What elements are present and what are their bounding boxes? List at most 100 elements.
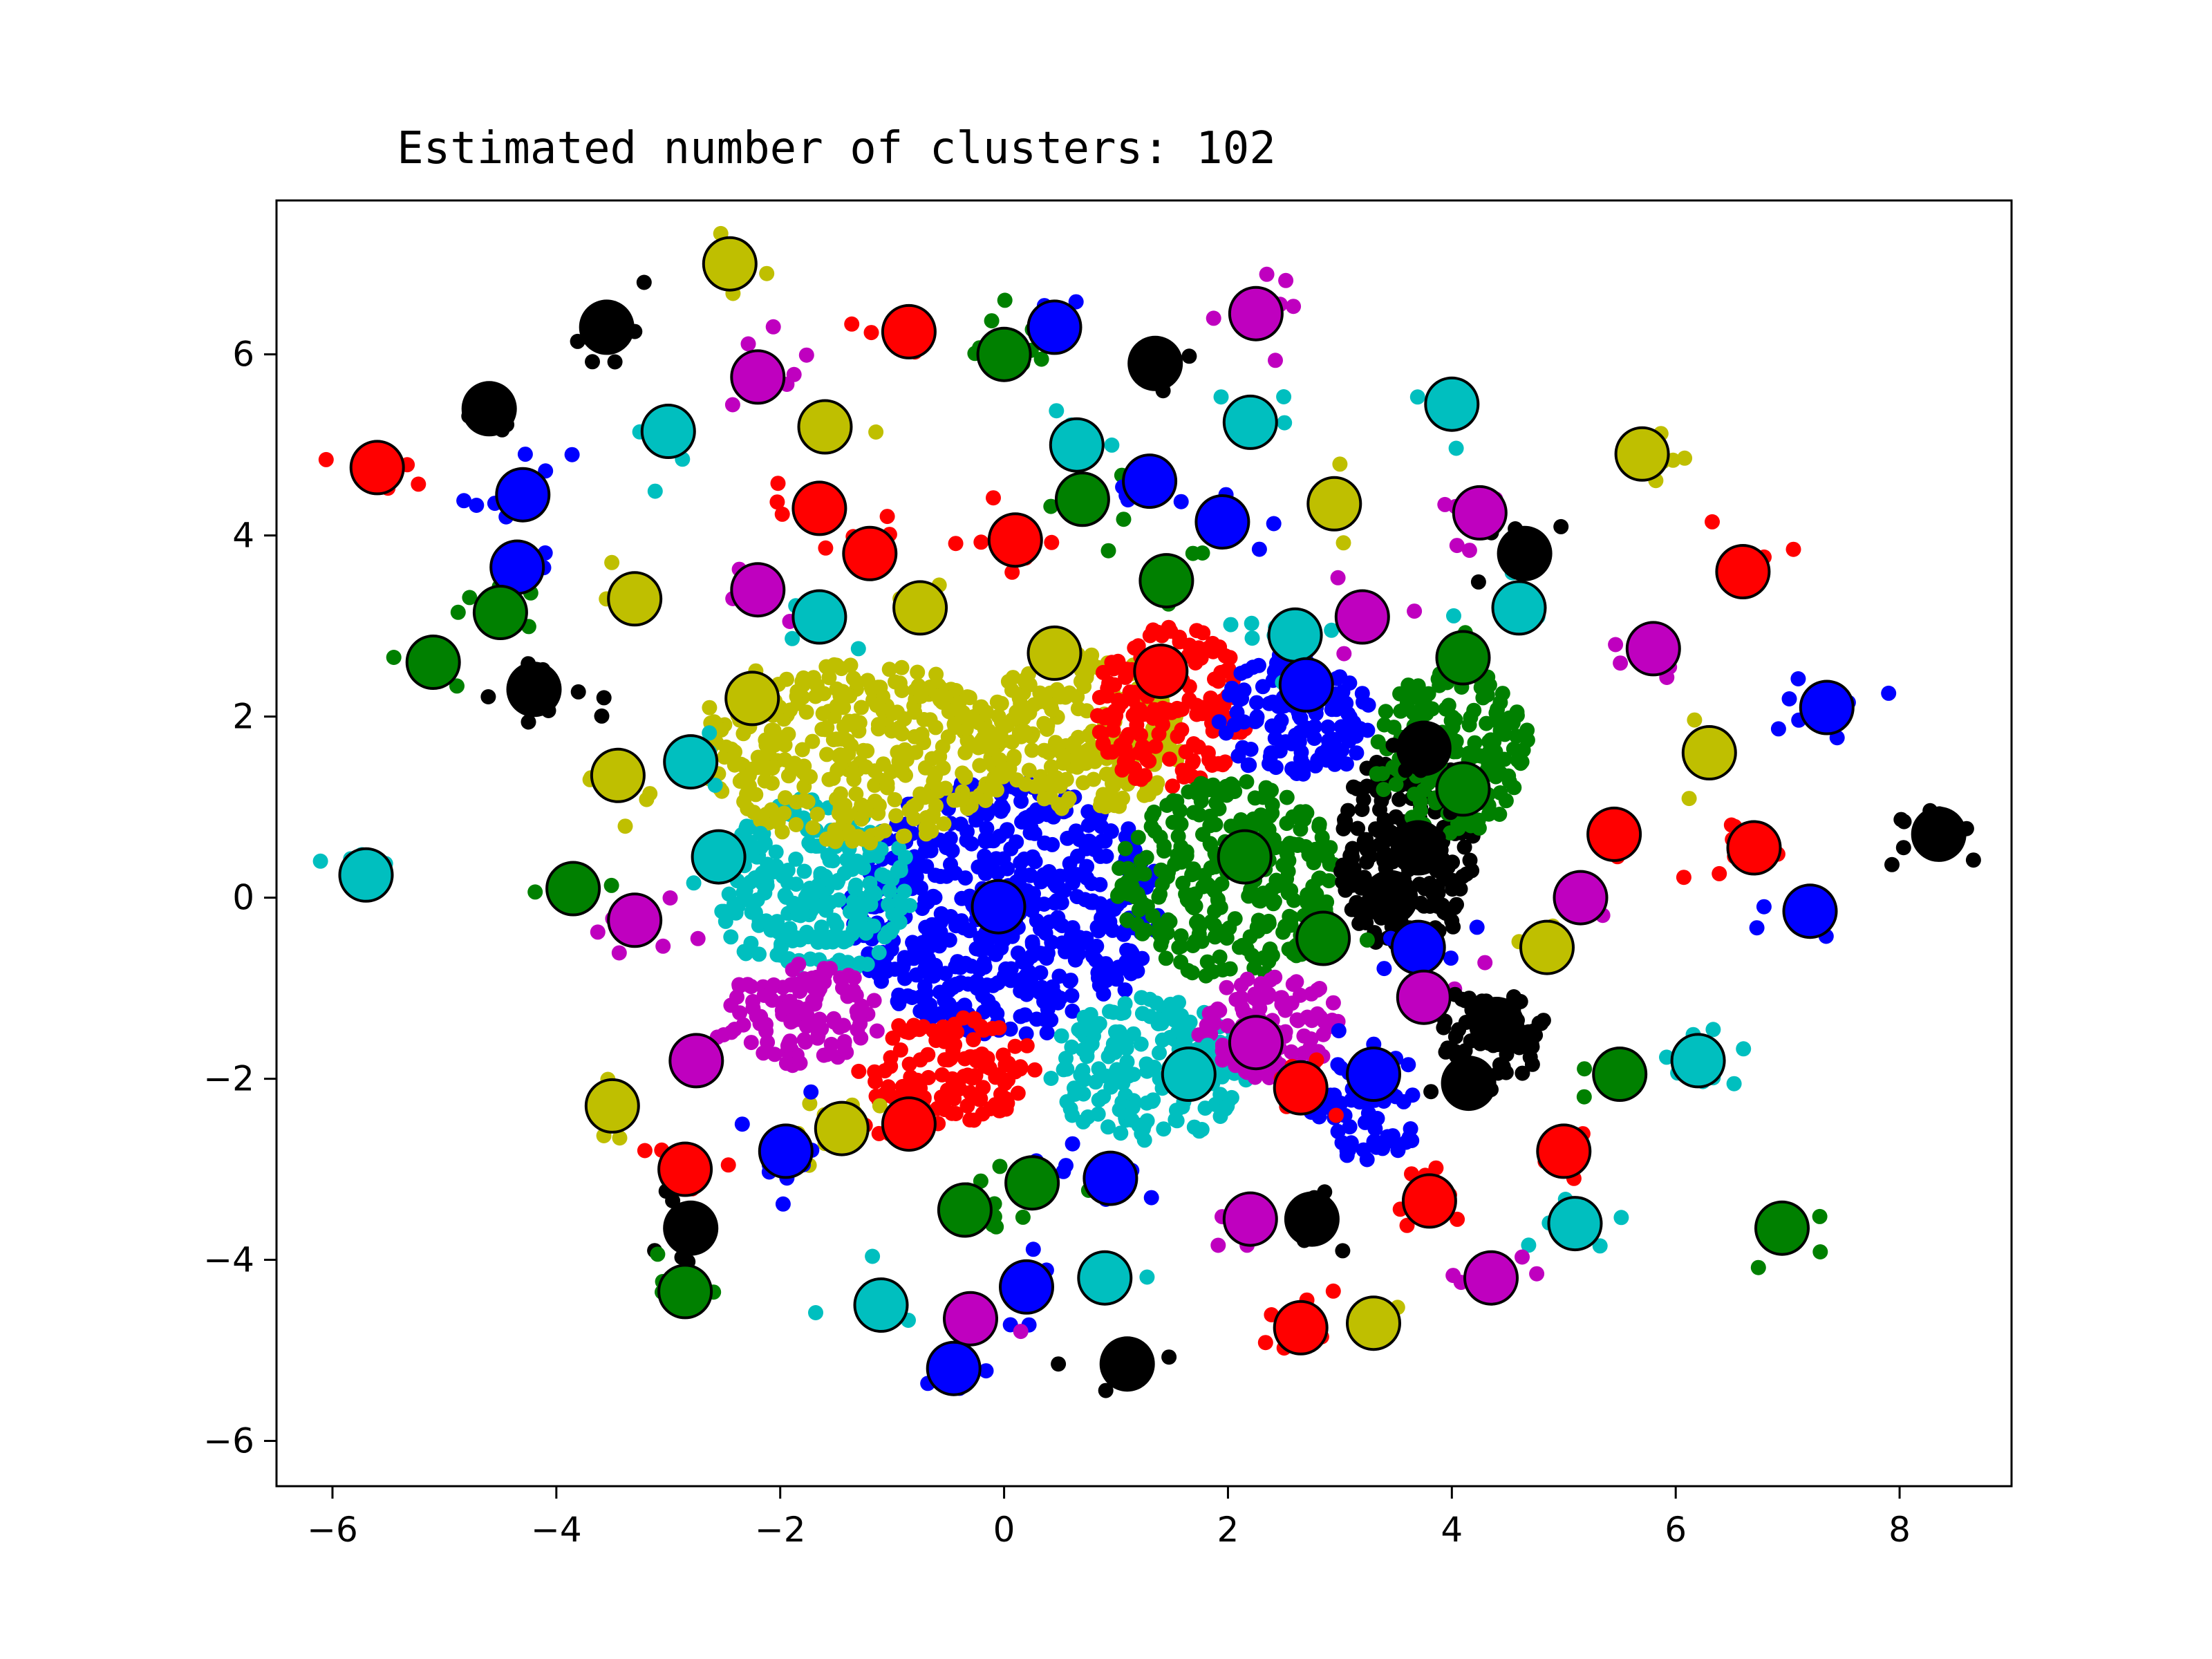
data-point [1452,881,1468,897]
y-tick-label: −2 [203,1059,254,1099]
data-point [1162,751,1177,767]
data-point [1264,881,1280,897]
data-point [517,447,533,462]
data-point [954,890,970,906]
data-point [1749,920,1765,936]
data-point [1278,272,1294,288]
data-point [1037,835,1053,851]
data-point [997,292,1013,308]
data-point [917,789,932,805]
data-point [969,980,985,996]
data-point [1018,1026,1034,1042]
data-point [1222,961,1238,977]
data-point [1119,662,1135,677]
data-point [570,684,586,700]
data-point [1144,808,1160,824]
data-point [962,1112,978,1128]
data-point [1239,971,1255,987]
data-point [1130,830,1146,845]
cluster-center [1267,607,1323,663]
data-point [1049,682,1065,697]
data-point [945,1042,961,1058]
cluster-center [1681,725,1737,780]
cluster-center [1491,580,1547,636]
data-point [1488,705,1504,721]
data-point [1092,798,1108,814]
cluster-center [1435,761,1491,817]
data-point [880,961,896,977]
data-point [1000,861,1015,877]
data-point [1076,1114,1091,1130]
data-point [1233,990,1249,1006]
data-point [852,715,868,731]
y-tick-label: −4 [203,1240,254,1280]
data-point [1359,854,1375,870]
data-point [1378,704,1394,720]
data-point [1463,710,1479,726]
data-point [1049,403,1065,419]
data-point [790,901,806,917]
data-point [1025,1241,1041,1257]
data-point [1170,828,1186,844]
data-point [977,959,993,975]
data-point [1086,1028,1101,1044]
data-point [1138,850,1154,865]
data-point [1013,1060,1029,1076]
data-point [1687,712,1703,728]
data-point [1376,782,1391,798]
data-point [1332,456,1348,472]
data-point [854,812,870,827]
data-point [863,680,879,696]
data-point [1130,702,1145,718]
data-point [868,1074,883,1089]
data-point [1251,657,1266,673]
cluster-center [1799,679,1855,735]
data-point [1137,768,1153,784]
data-point [1249,709,1265,725]
data-point [1139,1095,1154,1111]
data-point [1080,804,1096,820]
data-point [964,836,980,852]
data-point [1071,1022,1087,1038]
data-point [992,828,1008,844]
data-point [1286,299,1302,315]
data-point [1186,900,1202,916]
data-point [854,700,869,715]
data-point [786,366,802,382]
data-point [1086,771,1101,787]
data-point [1592,1238,1608,1254]
data-point [1116,512,1132,527]
cluster-center [1670,1033,1726,1089]
data-point [831,892,847,908]
data-point [1152,1012,1168,1027]
data-point [1785,541,1801,557]
data-point [979,704,995,720]
data-point [1341,722,1357,738]
data-point [1244,630,1260,646]
data-point [1147,780,1163,796]
data-point [1399,695,1415,711]
data-point [827,822,843,838]
data-point [1277,919,1293,935]
data-point [1117,982,1133,998]
data-point [1211,714,1227,730]
data-point [1056,756,1071,771]
data-point [745,993,761,1009]
data-point [1174,722,1190,738]
cluster-centers-layer [338,236,1967,1396]
data-point [973,534,989,550]
data-point [1067,1087,1083,1102]
cluster-center [1463,1250,1519,1306]
data-point [1473,748,1489,764]
cluster-center [1334,589,1390,645]
data-point [819,1047,835,1062]
cluster-center [730,562,786,618]
data-point [913,938,929,954]
cluster-center [814,1100,870,1156]
data-point [1812,1208,1828,1224]
data-point [1152,830,1168,845]
data-point [1505,715,1521,731]
data-point [763,922,779,938]
data-point [1219,1098,1235,1114]
cluster-center [657,1264,713,1320]
